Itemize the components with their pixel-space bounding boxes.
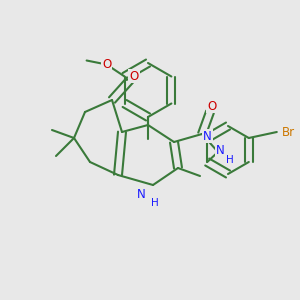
Text: N: N xyxy=(216,143,224,157)
Text: H: H xyxy=(151,198,159,208)
Text: O: O xyxy=(129,70,139,83)
Text: O: O xyxy=(102,58,111,71)
Text: N: N xyxy=(203,130,212,142)
Text: Br: Br xyxy=(282,125,295,139)
Text: H: H xyxy=(226,155,234,165)
Text: O: O xyxy=(207,100,217,112)
Text: N: N xyxy=(136,188,146,202)
